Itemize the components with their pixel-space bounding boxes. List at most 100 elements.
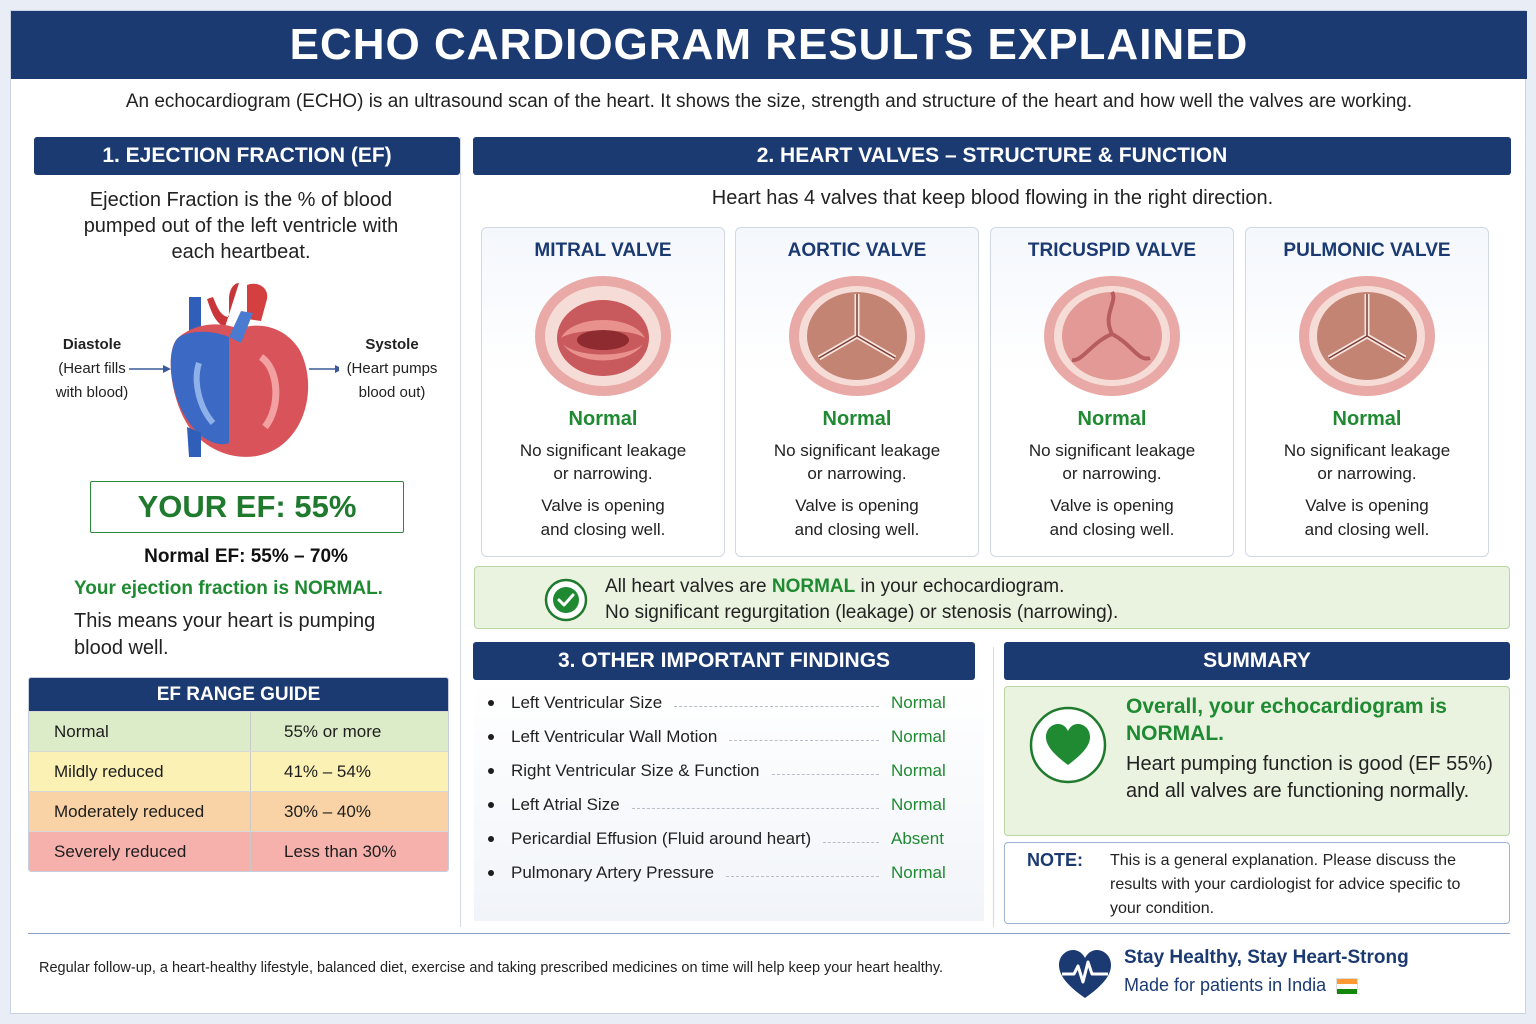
aortic-valve-icon xyxy=(789,276,925,396)
findings-panel xyxy=(474,681,984,921)
diastole-line1: (Heart fills xyxy=(58,360,126,377)
valve-text-function: Valve is opening and closing well. xyxy=(1049,496,1175,539)
ef-range-guide: EF RANGE GUIDE Normal 55% or more Mildly… xyxy=(28,677,449,872)
summary-headline: Overall, your echocardiogram is NORMAL. xyxy=(1126,695,1447,745)
systole-line1: (Heart pumps xyxy=(346,360,438,377)
findings-section-heading: 3. OTHER IMPORTANT FINDINGS xyxy=(473,642,975,680)
valve-status: Normal xyxy=(822,408,892,430)
finding-value: Absent xyxy=(891,829,944,848)
dotted-leader xyxy=(631,807,879,809)
banner-suffix: in your echocardiogram. xyxy=(855,576,1065,597)
bullet xyxy=(488,734,494,740)
ef-guide-range: 30% – 40% xyxy=(284,802,371,821)
valve-text-leakage: No significant leakage or narrowing. xyxy=(519,441,687,483)
valves-section-heading: 2. HEART VALVES – STRUCTURE & FUNCTION xyxy=(473,137,1511,175)
systole-line2: blood out) xyxy=(358,384,426,401)
dotted-leader xyxy=(674,705,879,707)
diastole-arrow-head xyxy=(163,365,171,373)
tricuspid-valve-icon xyxy=(1044,276,1180,396)
valve-text-function: Valve is opening and closing well. xyxy=(1304,496,1430,539)
inferior-vena-cava xyxy=(187,427,201,457)
bullet xyxy=(488,768,494,774)
your-ef-box: YOUR EF: 55% xyxy=(90,481,404,533)
diastole-line2: with blood) xyxy=(55,384,129,401)
ef-meaning: This means your heart is pumping blood w… xyxy=(74,610,376,659)
banner-prefix: All heart valves are xyxy=(605,576,772,597)
page-title: ECHO CARDIOGRAM RESULTS EXPLAINED xyxy=(11,11,1527,79)
ef-description: Ejection Fraction is the % of blood pump… xyxy=(83,189,399,263)
valve-status: Normal xyxy=(1332,408,1402,430)
systole-arrow-head xyxy=(335,365,339,373)
footer-divider xyxy=(28,933,1510,934)
left-ventricle-cavity xyxy=(258,354,280,430)
footer-slogan: Stay Healthy, Stay Heart-Strong xyxy=(1124,947,1409,968)
pulmonic-valve-icon xyxy=(1299,276,1435,396)
heart-illustration xyxy=(129,283,339,457)
summary-divider xyxy=(993,647,994,927)
summary-box: Overall, your echocardiogram is NORMAL. … xyxy=(1004,686,1510,836)
valve-card-tricuspid: TRICUSPID VALVE Normal No significant le… xyxy=(990,227,1234,557)
aorta-arch xyxy=(207,283,239,327)
summary-body: Heart pumping function is good (EF 55%) … xyxy=(1126,753,1493,802)
bullet xyxy=(488,802,494,808)
intro-text: An echocardiogram (ECHO) is an ultrasoun… xyxy=(125,91,1413,112)
valve-name: MITRAL VALVE xyxy=(534,240,672,261)
aorta-branch xyxy=(247,283,268,321)
note-box: NOTE: This is a general explanation. Ple… xyxy=(1004,842,1510,924)
finding-row: Right Ventricular Size & Function Normal xyxy=(485,759,951,783)
valve-text-leakage: No significant leakage or narrowing. xyxy=(1028,441,1196,483)
ef-guide-label: Severely reduced xyxy=(29,832,251,871)
dotted-leader xyxy=(729,739,879,741)
footer-made-for: Made for patients in India xyxy=(1124,975,1359,996)
ef-guide-row: Moderately reduced 30% – 40% xyxy=(29,791,448,831)
valve-status: Normal xyxy=(1077,408,1147,430)
banner-normal-word: NORMAL xyxy=(771,576,856,597)
heart-icon xyxy=(1029,706,1107,784)
heartbeat-heart-icon xyxy=(1059,950,1111,998)
infographic-frame: ECHO CARDIOGRAM RESULTS EXPLAINED An ech… xyxy=(10,10,1527,1014)
summary-heading: SUMMARY xyxy=(1004,642,1510,680)
finding-value: Normal xyxy=(891,727,946,746)
diastole-label: Diastole (Heart fills with blood) xyxy=(33,333,151,405)
all-valves-normal-line2: No significant regurgitation (leakage) o… xyxy=(605,602,1119,623)
valve-name: TRICUSPID VALVE xyxy=(1027,240,1197,261)
finding-label: Pulmonary Artery Pressure xyxy=(511,863,715,882)
dotted-leader xyxy=(726,875,879,877)
ef-guide-label: Normal xyxy=(29,712,251,751)
finding-label: Left Ventricular Size xyxy=(511,693,663,712)
finding-row: Left Ventricular Wall Motion Normal xyxy=(485,725,951,749)
ef-guide-heading: EF RANGE GUIDE xyxy=(29,678,448,711)
finding-value: Normal xyxy=(891,761,946,780)
finding-label: Left Ventricular Wall Motion xyxy=(511,727,718,746)
ef-guide-label: Moderately reduced xyxy=(29,792,251,831)
valve-status: Normal xyxy=(568,408,638,430)
valve-card-aortic: AORTIC VALVE Normal No significant leaka… xyxy=(735,227,979,557)
dotted-leader xyxy=(823,841,879,843)
finding-label: Left Atrial Size xyxy=(511,795,620,814)
systole-label: Systole (Heart pumps blood out) xyxy=(333,333,451,405)
column-divider xyxy=(460,137,461,927)
bullet xyxy=(488,700,494,706)
mitral-valve-icon xyxy=(535,276,671,396)
finding-label: Pericardial Effusion (Fluid around heart… xyxy=(511,829,812,848)
ef-guide-row: Severely reduced Less than 30% xyxy=(29,831,448,871)
valve-name: AORTIC VALVE xyxy=(787,240,927,261)
pulmonary-artery xyxy=(229,311,253,343)
valve-name: PULMONIC VALVE xyxy=(1283,240,1451,261)
finding-value: Normal xyxy=(891,863,946,882)
check-circle-icon xyxy=(544,578,588,622)
valve-card-mitral: MITRAL VALVE Normal No significant leaka… xyxy=(481,227,725,557)
bullet xyxy=(488,870,494,876)
dotted-leader xyxy=(771,773,879,775)
ef-guide-row: Normal 55% or more xyxy=(29,711,448,751)
india-flag-icon xyxy=(1336,978,1359,994)
normal-ef-range: Normal EF: 55% – 70% xyxy=(144,546,348,567)
finding-row: Pulmonary Artery Pressure Normal xyxy=(485,861,951,885)
made-for-text: Made for patients in India xyxy=(1124,975,1327,995)
finding-row: Left Atrial Size Normal xyxy=(485,793,951,817)
valve-text-leakage: No significant leakage or narrowing. xyxy=(773,441,941,483)
valve-text-function: Valve is opening and closing well. xyxy=(540,496,666,539)
ef-verdict: Your ejection fraction is NORMAL. xyxy=(74,578,383,599)
finding-label: Right Ventricular Size & Function xyxy=(511,761,760,780)
note-label: NOTE: xyxy=(1027,850,1083,870)
